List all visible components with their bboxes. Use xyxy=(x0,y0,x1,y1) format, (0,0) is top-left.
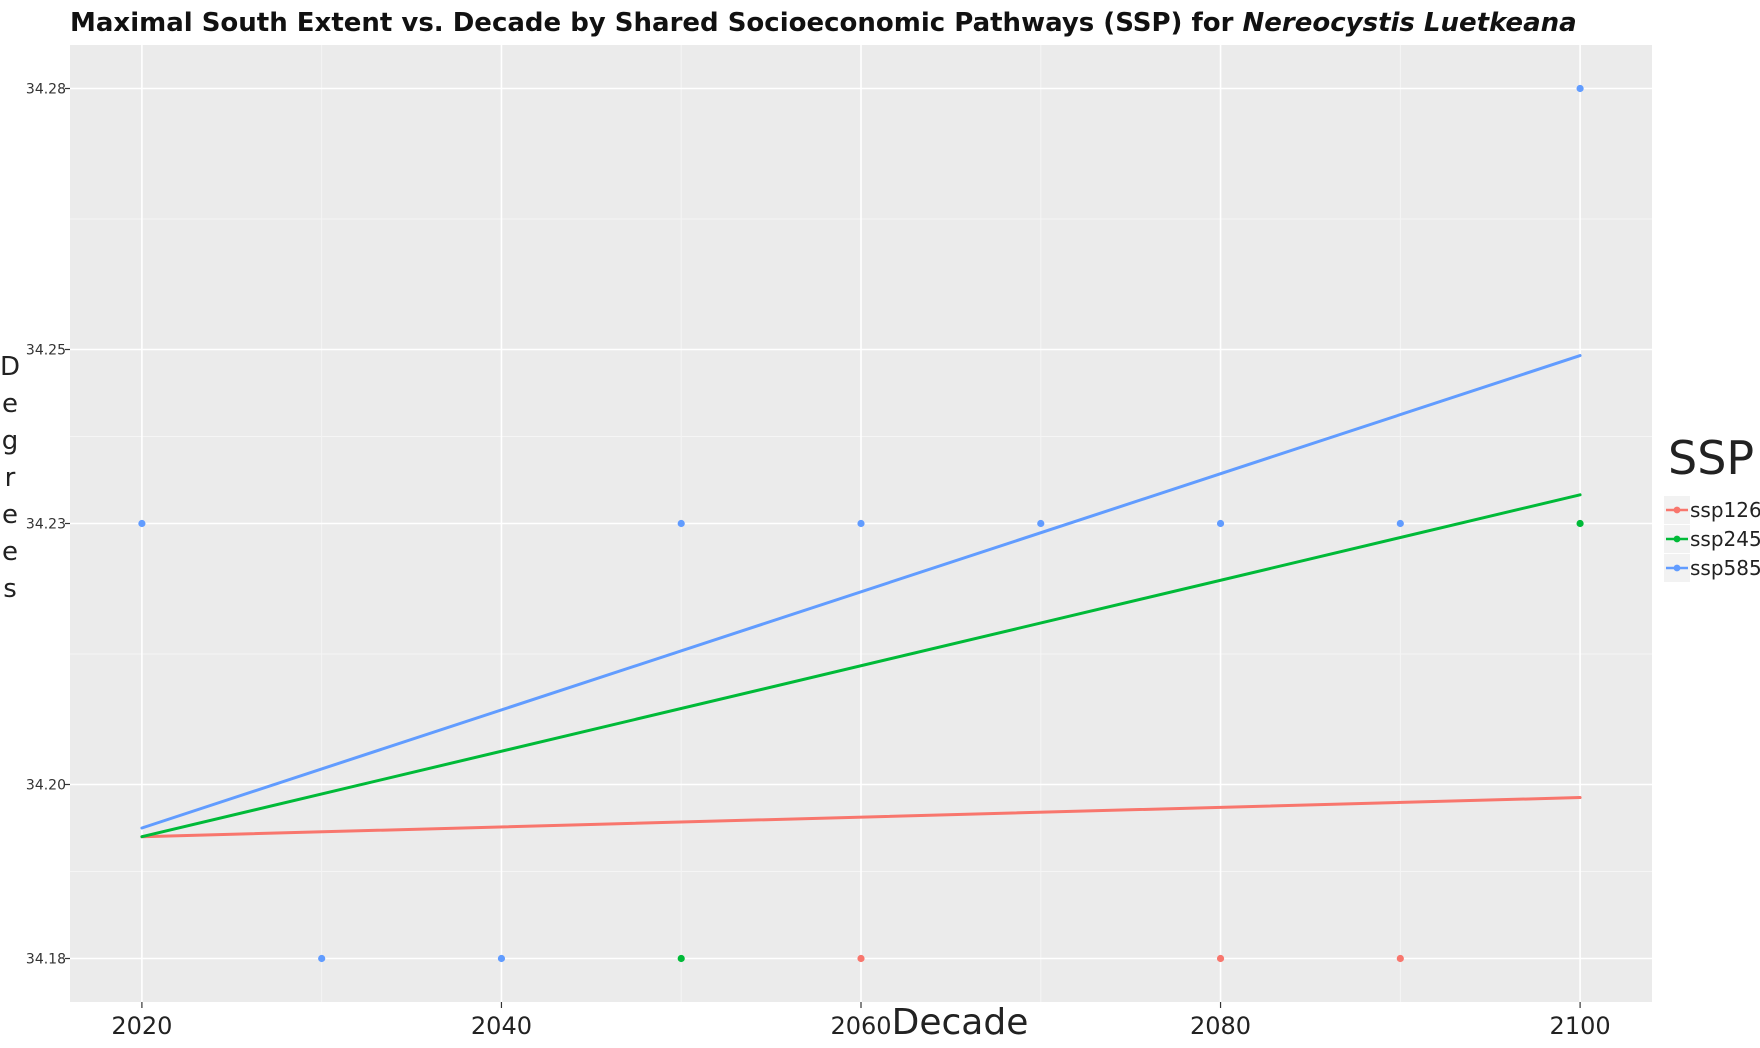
point-ssp585 xyxy=(138,519,146,528)
point-ssp585 xyxy=(1576,84,1584,93)
chart-title: Maximal South Extent vs. Decade by Share… xyxy=(70,8,1577,38)
x-tick-label: 2100 xyxy=(1550,1012,1611,1040)
data-points xyxy=(138,84,1584,963)
point-ssp585 xyxy=(1037,519,1045,528)
x-tick-label: 2080 xyxy=(1190,1012,1251,1040)
point-ssp126 xyxy=(1216,954,1225,963)
point-ssp585 xyxy=(1216,519,1225,528)
legend-key-point xyxy=(1673,506,1681,514)
chart-title-species: Nereocystis Luetkeana xyxy=(1243,8,1577,38)
y-tick-label: 34.18 xyxy=(26,952,66,968)
x-tick-label: 2040 xyxy=(471,1012,532,1040)
x-axis-label: Decade xyxy=(892,1002,1029,1043)
point-ssp585 xyxy=(318,954,326,963)
legend-label-ssp245: ssp245 xyxy=(1690,527,1760,551)
y-axis: 34.18 34.20 34.23 34.25 34.28 xyxy=(26,82,70,968)
y-tick-label: 34.25 xyxy=(26,343,66,359)
legend-title: SSP xyxy=(1668,431,1754,485)
trend-line-ssp245 xyxy=(140,493,1582,839)
legend-key-point xyxy=(1673,535,1681,543)
trend-line-ssp126 xyxy=(140,796,1582,839)
y-tick-label: 34.28 xyxy=(26,82,66,98)
legend: SSP ssp126 ssp245 ssp585 xyxy=(1664,431,1760,582)
legend-key-point xyxy=(1673,564,1681,572)
legend-label-ssp585: ssp585 xyxy=(1690,556,1760,580)
point-ssp585 xyxy=(1396,519,1404,528)
x-tick-label: 2020 xyxy=(111,1012,172,1040)
point-ssp245 xyxy=(1576,519,1584,528)
x-axis: 2020 2040 2060 2080 2100 xyxy=(111,1002,1611,1040)
trend-line-ssp585 xyxy=(140,354,1582,830)
y-tick-label: 34.20 xyxy=(26,778,66,794)
point-ssp245 xyxy=(677,954,685,963)
y-tick-label: 34.23 xyxy=(26,517,66,533)
trend-lines xyxy=(140,354,1582,839)
point-ssp126 xyxy=(1396,954,1404,963)
chart-title-main: Maximal South Extent vs. Decade by Share… xyxy=(70,8,1243,38)
legend-items: ssp126 ssp245 ssp585 xyxy=(1664,496,1760,582)
legend-label-ssp126: ssp126 xyxy=(1690,498,1760,522)
x-tick-label: 2060 xyxy=(830,1012,891,1040)
point-ssp585 xyxy=(677,519,685,528)
point-ssp585 xyxy=(857,519,865,528)
point-ssp126 xyxy=(857,954,865,963)
point-ssp585 xyxy=(497,954,506,963)
